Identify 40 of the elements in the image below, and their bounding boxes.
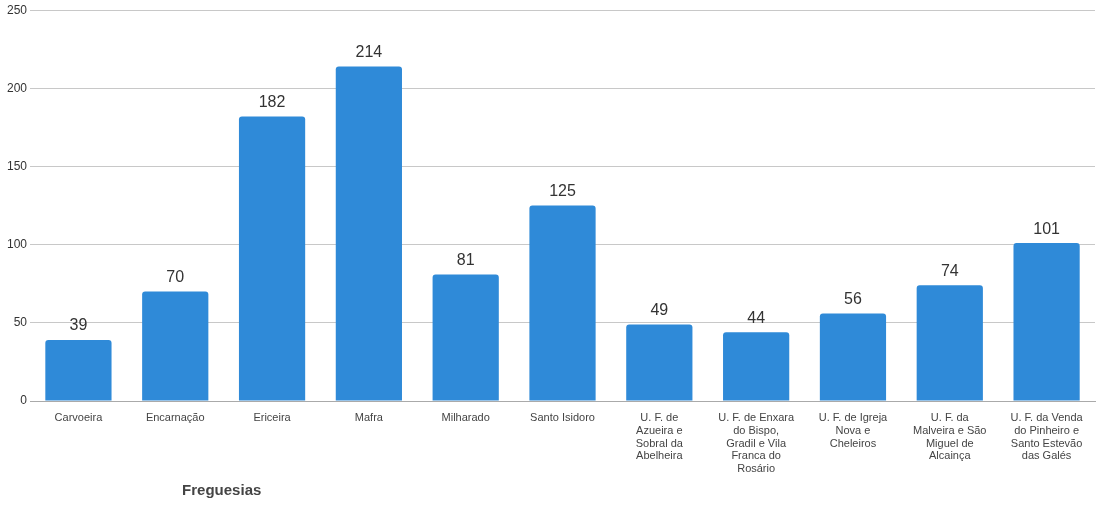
data-label: 74 <box>940 261 959 279</box>
bar <box>142 291 209 401</box>
bar <box>1013 243 1080 401</box>
y-tick-label: 100 <box>6 236 28 251</box>
x-tick-label: U. F. de Enxara do Bispo, Gradil e Vila Franca do Rosário <box>718 411 795 474</box>
y-tick-label: 0 <box>20 393 28 408</box>
data-label: 101 <box>1033 219 1061 237</box>
y-tick-label: 250 <box>6 2 28 17</box>
x-tick-label: Milharado <box>441 411 490 424</box>
data-label: 44 <box>747 308 766 326</box>
x-tick-label: Santo Isidoro <box>530 411 595 424</box>
bar <box>723 332 790 401</box>
bar <box>335 66 402 401</box>
x-tick-label: Encarnação <box>145 411 205 424</box>
data-label: 49 <box>650 300 669 318</box>
data-label: 70 <box>166 267 185 285</box>
x-tick-label: Mafra <box>354 411 384 424</box>
bar <box>626 324 693 401</box>
x-tick-label: U. F. de Igreja Nova e Cheleiros <box>818 411 889 449</box>
y-tick-label: 150 <box>6 158 28 173</box>
bar <box>819 313 887 401</box>
x-tick-label: Carvoeira <box>54 411 104 424</box>
bar <box>238 116 306 401</box>
data-label: 214 <box>355 42 383 60</box>
x-axis-title: Freguesias <box>182 481 262 499</box>
data-label: 39 <box>69 316 88 334</box>
data-label: 81 <box>456 250 475 268</box>
y-tick-label: 200 <box>6 80 28 95</box>
data-label: 56 <box>844 289 862 307</box>
bar <box>45 340 112 401</box>
x-tick-label: U. F. de Azueira e Sobral da Abelheira <box>635 411 684 462</box>
data-label: 182 <box>258 92 286 110</box>
x-tick-label: U. F. da Malveira e São Miguel de Alcainça <box>913 411 987 462</box>
bar <box>432 274 499 401</box>
bar <box>916 285 983 401</box>
y-tick-label: 50 <box>13 315 28 330</box>
x-tick-label: U. F. da Venda do Pinheiro e Santo Estevão das Galés <box>1010 411 1084 462</box>
bar <box>529 205 596 401</box>
x-tick-label: Ericeira <box>253 411 292 424</box>
data-label: 125 <box>549 182 576 200</box>
